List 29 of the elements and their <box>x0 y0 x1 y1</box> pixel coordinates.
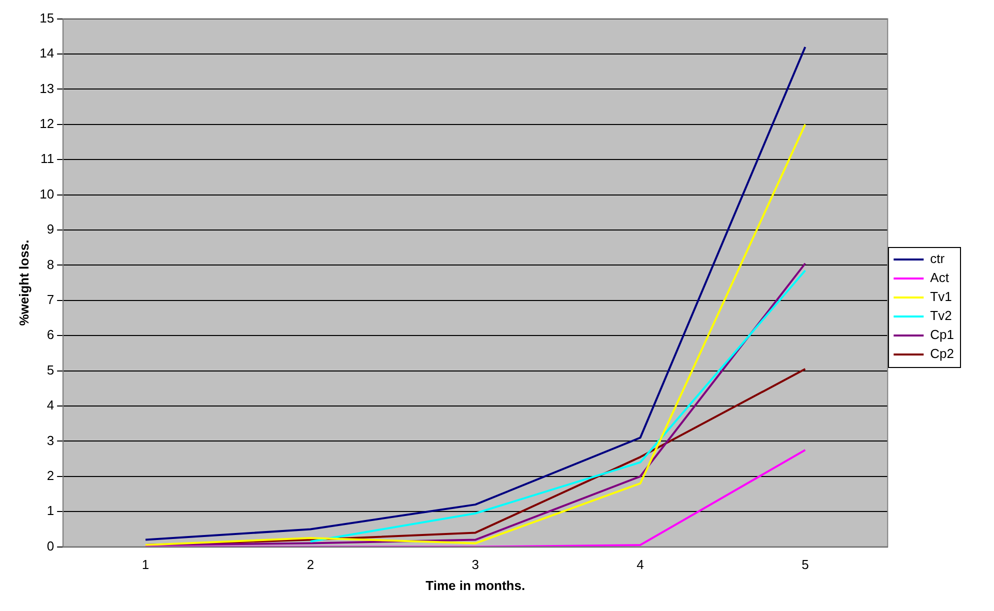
x-tick-label: 1 <box>142 557 150 572</box>
y-tick-label: 1 <box>46 503 54 518</box>
y-tick-label: 10 <box>40 186 54 202</box>
x-axis-title: Time in months. <box>426 578 526 593</box>
y-tick-label: 7 <box>46 292 54 307</box>
x-tick-label: 5 <box>802 557 809 572</box>
y-tick-label: 2 <box>46 468 54 483</box>
y-tick-label: 12 <box>40 116 54 131</box>
y-tick-label: 8 <box>46 256 54 272</box>
legend-label: ctr <box>930 251 946 266</box>
y-tick-label: 13 <box>40 80 54 96</box>
y-tick-label: 3 <box>46 432 54 448</box>
legend-label: Tv1 <box>930 289 952 304</box>
y-tick-label: 6 <box>46 327 54 342</box>
legend-label: Cp1 <box>930 327 954 342</box>
legend-label: Cp2 <box>930 346 954 362</box>
legend-label: Tv2 <box>930 308 952 324</box>
y-tick-label: 5 <box>46 362 54 378</box>
y-tick-label: 15 <box>40 10 54 26</box>
y-tick-label: 4 <box>46 398 54 413</box>
y-tick-label: 14 <box>40 46 54 61</box>
x-tick-label: 3 <box>472 557 479 572</box>
x-tick-label: 2 <box>306 557 314 572</box>
y-tick-label: 11 <box>40 151 54 166</box>
y-tick-label: 0 <box>46 538 54 554</box>
legend-label: Act <box>930 270 950 286</box>
y-tick-label: 9 <box>46 222 54 237</box>
y-axis-title: %weight loss. <box>16 240 32 326</box>
x-tick-label: 4 <box>636 557 644 572</box>
